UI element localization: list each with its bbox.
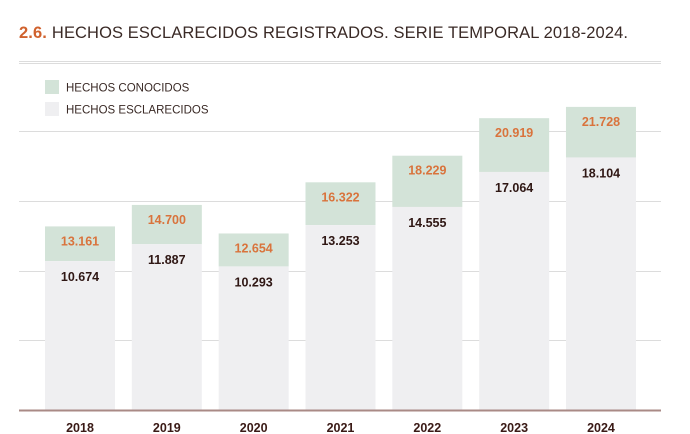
bars: 13.161 10.674 14.700 11.887 12.654 10.293 16.3… [45, 106, 636, 410]
x-tick-label: 2019 [153, 421, 181, 434]
bar-known [565, 106, 636, 158]
data-label-solved: 10.674 [61, 270, 99, 284]
data-label-known: 14.700 [148, 213, 186, 227]
legend-swatch-known [45, 80, 59, 94]
data-label-known: 18.229 [408, 164, 446, 178]
bar-solved [131, 244, 202, 410]
x-tick-label: 2021 [327, 421, 355, 434]
data-label-solved: 17.064 [495, 181, 533, 195]
data-label-known: 20.919 [495, 126, 533, 140]
x-tick-label: 2023 [500, 421, 528, 434]
data-label-known: 21.728 [582, 115, 620, 129]
x-tick-label: 2020 [240, 421, 268, 434]
bar-solved [45, 261, 115, 410]
bar-known [479, 118, 550, 172]
bar-known [305, 182, 376, 226]
data-label-known: 16.322 [321, 190, 359, 204]
bar-solved [305, 225, 376, 410]
bar-solved [479, 171, 550, 410]
legend-label-solved: HECHOS ESCLARECIDOS [66, 105, 209, 117]
x-tick-label: 2022 [413, 421, 441, 434]
data-label-solved: 14.555 [408, 216, 446, 230]
bar-solved [565, 157, 636, 410]
data-label-solved: 13.253 [321, 234, 359, 248]
legend-swatch-solved [45, 102, 59, 116]
data-label-solved: 11.887 [148, 253, 186, 267]
legend: HECHOS CONOCIDOS HECHOS ESCLARECIDOS [45, 80, 209, 117]
chart-title: 2.6. HECHOS ESCLARECIDOS REGISTRADOS. SER… [19, 24, 628, 43]
data-label-known: 13.161 [61, 234, 99, 248]
bar-known [45, 226, 115, 262]
bar-known [392, 155, 463, 207]
chart-title-number: 2.6. [19, 24, 47, 42]
bar-known [131, 204, 202, 245]
bar-solved [392, 206, 463, 410]
x-tick-label: 2018 [66, 421, 94, 434]
chart-title-text: HECHOS ESCLARECIDOS REGISTRADOS. SERIE T… [51, 24, 629, 42]
x-axis: 2018 2019 2020 2021 2022 2023 2024 [19, 409, 661, 434]
data-label-solved: 10.293 [235, 275, 273, 289]
data-label-solved: 18.104 [582, 166, 620, 180]
bar-known [218, 233, 289, 267]
legend-label-known: HECHOS CONOCIDOS [66, 83, 190, 95]
data-label-known: 12.654 [235, 241, 273, 255]
x-tick-label: 2024 [587, 421, 615, 434]
bar-solved [218, 266, 289, 410]
